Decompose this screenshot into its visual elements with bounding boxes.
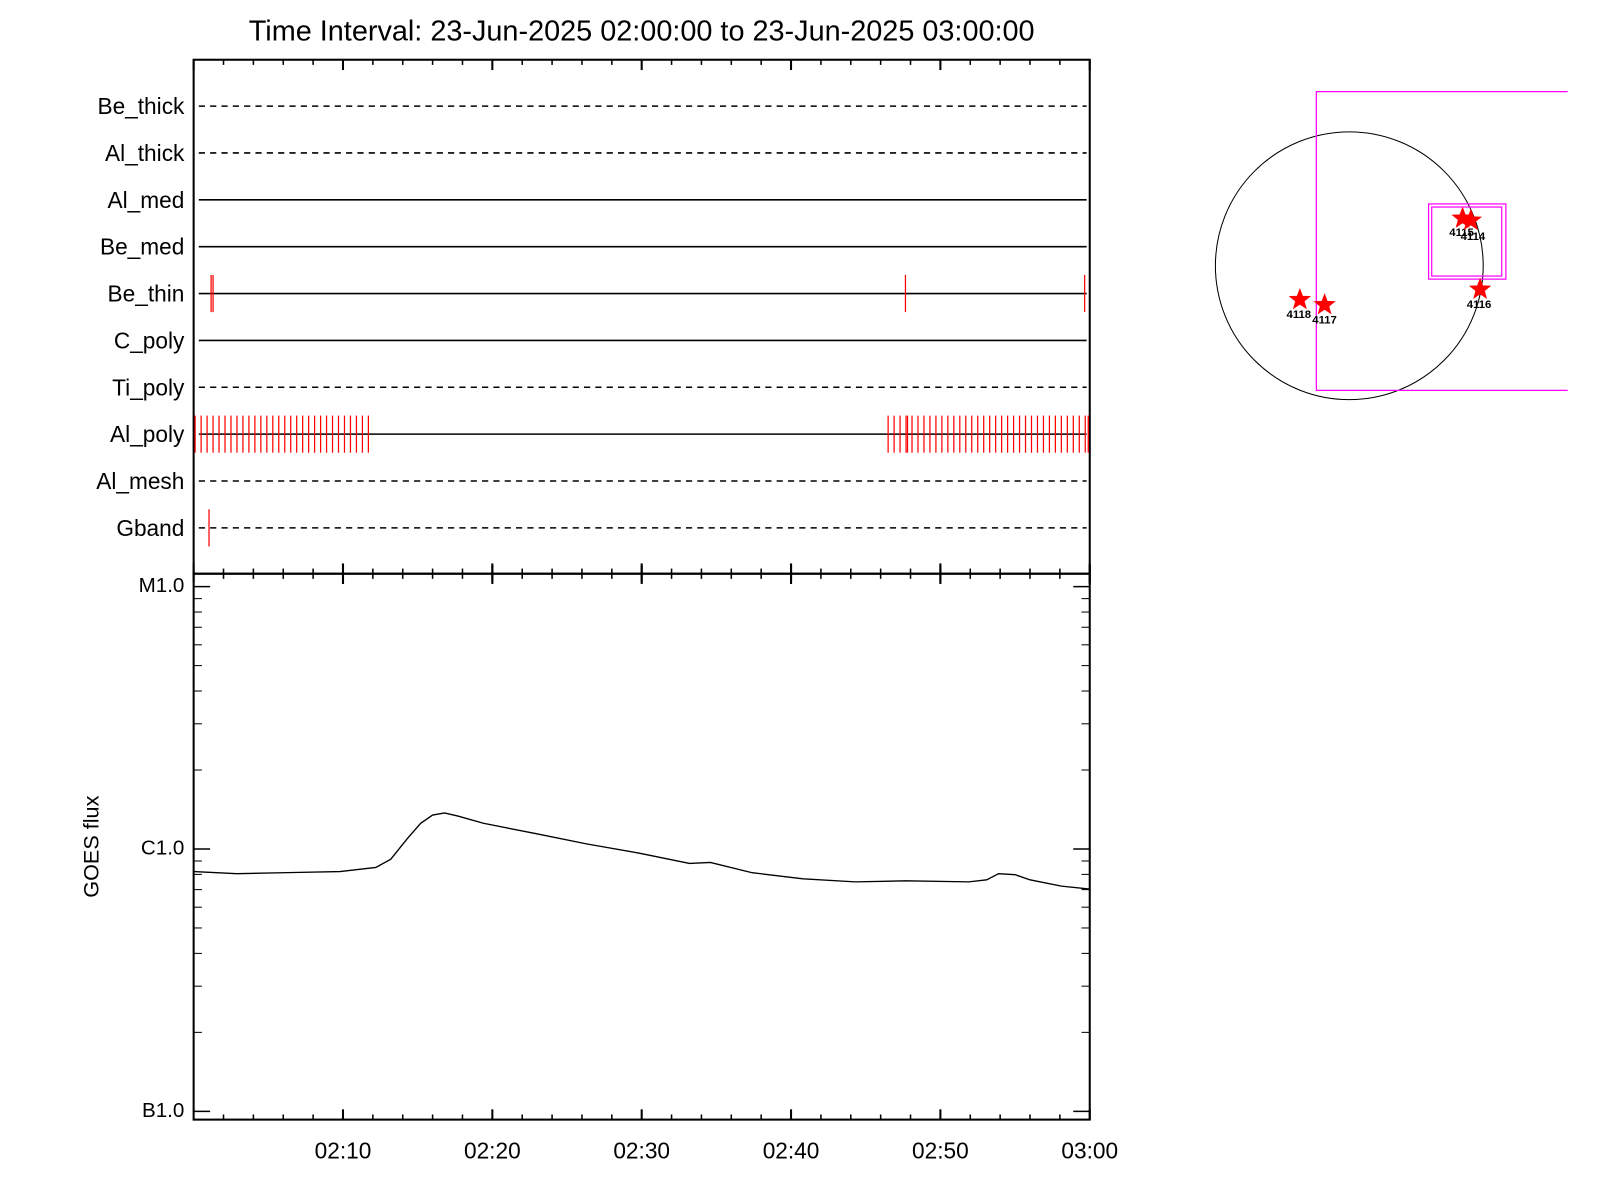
chart-title: Time Interval: 23-Jun-2025 02:00:00 to 2… — [249, 16, 1035, 48]
y-tick-label: B1.0 — [142, 1099, 184, 1122]
channel-label: C_poly — [114, 327, 185, 353]
channel-label: Gband — [116, 515, 184, 541]
channel-label: Be_thin — [108, 281, 185, 307]
figure: Time Interval: 23-Jun-2025 02:00:00 to 2… — [78, 16, 1568, 1164]
x-tick-label: 02:50 — [912, 1138, 969, 1164]
channel-label: Be_med — [100, 234, 184, 260]
channel-label: Be_thick — [97, 93, 185, 119]
goes-frame — [192, 572, 1091, 1121]
channel-label: Ti_poly — [112, 374, 185, 400]
x-tick-label: 02:30 — [613, 1138, 670, 1164]
region-label: 4116 — [1467, 299, 1492, 311]
timeline-frame — [192, 58, 1091, 575]
x-tick-label: 02:40 — [763, 1138, 820, 1164]
x-tick-label: 02:10 — [315, 1138, 372, 1164]
y-tick-label: C1.0 — [141, 836, 184, 859]
region-label: 4115 — [1449, 227, 1474, 239]
region-label: 4114 — [1461, 231, 1486, 243]
pointing-box — [1427, 203, 1507, 280]
y-axis-label: GOES flux — [78, 795, 103, 897]
x-tick-label: 03:00 — [1061, 1138, 1118, 1164]
region-label: 4117 — [1312, 314, 1337, 326]
region-star — [1288, 287, 1312, 310]
channel-label: Al_thick — [105, 140, 185, 166]
region-label: 4118 — [1287, 309, 1312, 321]
x-tick-label: 02:20 — [464, 1138, 521, 1164]
field-of-view — [1315, 91, 1568, 391]
pointing-box — [1431, 206, 1503, 277]
channel-label: Al_med — [108, 187, 185, 213]
region-star — [1459, 208, 1483, 230]
solar-disk — [1214, 131, 1484, 401]
channel-label: Al_poly — [110, 421, 185, 447]
channel-label: Al_mesh — [96, 468, 184, 494]
goes-line — [193, 812, 1090, 890]
y-tick-label: M1.0 — [139, 574, 185, 597]
region-star — [1468, 277, 1492, 299]
region-star — [1313, 293, 1336, 315]
